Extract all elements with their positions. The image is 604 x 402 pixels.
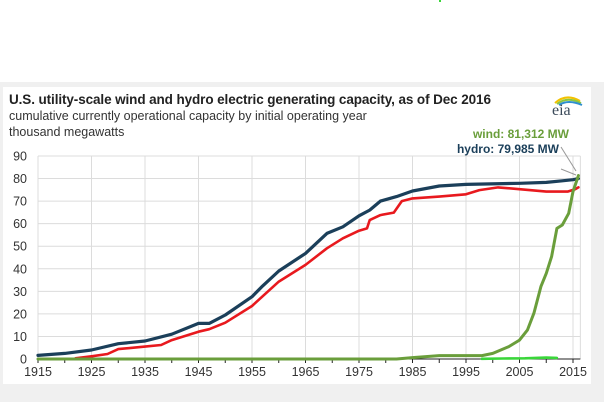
x-tick-label: 1975 — [345, 365, 373, 379]
x-tick-label: 1935 — [131, 365, 159, 379]
eia-logo: eia — [552, 96, 583, 117]
y-tick-label: 0 — [20, 353, 27, 367]
y-tick-label: 20 — [13, 307, 27, 321]
x-tick-label: 1965 — [292, 365, 320, 379]
annotation-leaders — [560, 146, 577, 176]
y-axis-units: thousand megawatts — [9, 125, 125, 139]
y-tick-label: 10 — [13, 330, 27, 344]
eia-logo-text: eia — [552, 102, 571, 117]
hydro-annotation: hydro: 79,985 MW — [457, 142, 560, 156]
chart-title: U.S. utility-scale wind and hydro electr… — [9, 92, 491, 107]
x-tick-label: 2005 — [506, 365, 534, 379]
x-tick-label: 1995 — [452, 365, 480, 379]
y-tick-label: 40 — [13, 262, 27, 276]
x-tick-label: 1915 — [24, 365, 52, 379]
y-tick-label: 70 — [13, 195, 27, 209]
chart-svg: 0 10 20 30 40 50 60 70 80 90 1915 1925 1935 1945 1955 1… — [13, 127, 587, 380]
stray-pixel — [439, 0, 441, 2]
x-tick-label: 2015 — [559, 365, 587, 379]
x-tick-label: 1985 — [399, 365, 427, 379]
series-line-hydro — [36, 177, 580, 357]
series-line-unlabeled-red-series — [74, 186, 580, 360]
grid-lines — [37, 155, 581, 359]
y-tick-label: 90 — [13, 150, 27, 164]
y-tick-label: 60 — [13, 217, 27, 231]
hydro-leader-line — [560, 146, 577, 172]
y-tick-label: 50 — [13, 240, 27, 254]
x-tick-label: 1945 — [185, 365, 213, 379]
x-tick-label: 1925 — [78, 365, 106, 379]
axis-ticks: 0 10 20 30 40 50 60 70 80 90 1915 1925 1935 1945 1955 1… — [13, 150, 587, 380]
series-line-unlabeled-bright-green-series — [480, 356, 559, 361]
chart-card: 0 10 20 30 40 50 60 70 80 90 1915 1925 1935 1945 1955 1… — [3, 87, 591, 384]
wind-annotation: wind: 81,312 MW — [472, 127, 570, 141]
series-lines — [36, 174, 580, 361]
y-tick-label: 30 — [13, 285, 27, 299]
wind-leader-line — [560, 168, 577, 176]
y-tick-label: 80 — [13, 172, 27, 186]
series-line-wind — [36, 174, 580, 361]
x-tick-label: 1955 — [238, 365, 266, 379]
chart-subtitle: cumulative currently operational capacit… — [9, 109, 367, 123]
